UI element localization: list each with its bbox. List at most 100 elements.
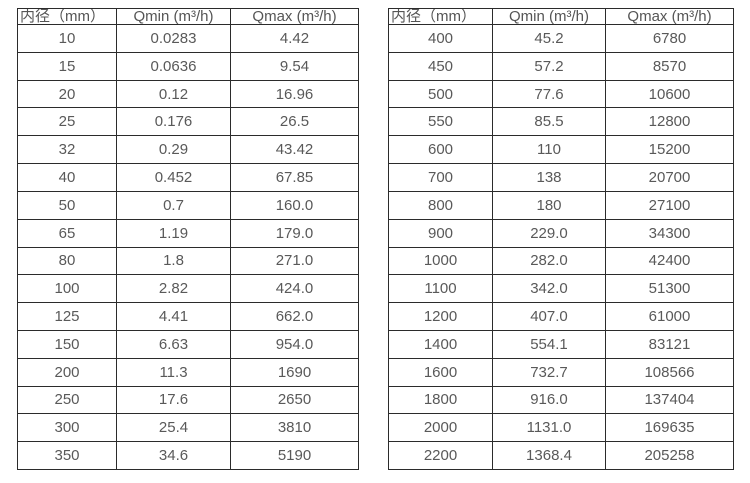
table-row: 350 34.6 5190: [17, 441, 359, 470]
table-row: 900 229.0 34300: [388, 218, 734, 248]
table-row: 1000 282.0 42400: [388, 246, 734, 276]
table-row: 40 0.452 67.85: [17, 163, 359, 192]
cell: 43.42: [230, 135, 359, 165]
table-row: 1200 407.0 61000: [388, 302, 734, 331]
cell: 2000: [388, 413, 493, 443]
table-row: 10 0.0283 4.42: [17, 24, 359, 53]
cell: 20: [17, 79, 117, 109]
cell: 4.41: [116, 302, 231, 331]
cell: 954.0: [230, 329, 359, 359]
header-cell-0: 内径（mm）: [388, 8, 493, 25]
cell: 500: [388, 79, 493, 109]
table-row: 65 1.19 179.0: [17, 218, 359, 248]
header-row: 内径（mm） Qmin (m³/h) Qmax (m³/h): [17, 8, 359, 25]
cell: 1131.0: [492, 413, 606, 443]
table-row: 400 45.2 6780: [388, 24, 734, 53]
header-cell-1: Qmin (m³/h): [492, 8, 606, 25]
table-row: 200 11.3 1690: [17, 357, 359, 387]
cell: 160.0: [230, 190, 359, 220]
cell: 137404: [605, 385, 734, 415]
cell: 732.7: [492, 357, 606, 387]
cell: 2650: [230, 385, 359, 415]
cell: 80: [17, 246, 117, 276]
cell: 67.85: [230, 163, 359, 192]
table-row: 1100 342.0 51300: [388, 274, 734, 304]
cell: 400: [388, 24, 493, 53]
table-row: 600 110 15200: [388, 135, 734, 165]
cell: 271.0: [230, 246, 359, 276]
table-row: 300 25.4 3810: [17, 413, 359, 443]
cell: 15200: [605, 135, 734, 165]
header-row: 内径（mm） Qmin (m³/h) Qmax (m³/h): [388, 8, 734, 25]
cell: 1600: [388, 357, 493, 387]
table-row: 32 0.29 43.42: [17, 135, 359, 165]
cell: 110: [492, 135, 606, 165]
header-cell-1: Qmin (m³/h): [116, 8, 231, 25]
cell: 3810: [230, 413, 359, 443]
cell: 554.1: [492, 329, 606, 359]
table-row: 50 0.7 160.0: [17, 190, 359, 220]
cell: 65: [17, 218, 117, 248]
cell: 16.96: [230, 79, 359, 109]
cell: 1000: [388, 246, 493, 276]
cell: 20700: [605, 163, 734, 192]
cell: 40: [17, 163, 117, 192]
cell: 138: [492, 163, 606, 192]
cell: 2200: [388, 441, 493, 470]
cell: 6780: [605, 24, 734, 53]
cell: 51300: [605, 274, 734, 304]
cell: 0.0283: [116, 24, 231, 53]
cell: 108566: [605, 357, 734, 387]
cell: 17.6: [116, 385, 231, 415]
table-row: 150 6.63 954.0: [17, 329, 359, 359]
cell: 6.63: [116, 329, 231, 359]
cell: 12800: [605, 107, 734, 137]
cell: 407.0: [492, 302, 606, 331]
table-row: 1600 732.7 108566: [388, 357, 734, 387]
table-row: 1800 916.0 137404: [388, 385, 734, 415]
cell: 180: [492, 190, 606, 220]
cell: 8570: [605, 51, 734, 81]
cell: 0.12: [116, 79, 231, 109]
cell: 550: [388, 107, 493, 137]
cell: 150: [17, 329, 117, 359]
cell: 5190: [230, 441, 359, 470]
cell: 250: [17, 385, 117, 415]
cell: 450: [388, 51, 493, 81]
flow-spec-table-small-diameters: 内径（mm） Qmin (m³/h) Qmax (m³/h) 10 0.0283 4.42…: [17, 8, 359, 470]
cell: 1368.4: [492, 441, 606, 470]
table-row: 450 57.2 8570: [388, 51, 734, 81]
cell: 350: [17, 441, 117, 470]
cell: 61000: [605, 302, 734, 331]
header-cell-2: Qmax (m³/h): [230, 8, 359, 25]
cell: 25.4: [116, 413, 231, 443]
cell: 10: [17, 24, 117, 53]
cell: 9.54: [230, 51, 359, 81]
cell: 27100: [605, 190, 734, 220]
cell: 1100: [388, 274, 493, 304]
cell: 125: [17, 302, 117, 331]
cell: 1690: [230, 357, 359, 387]
cell: 662.0: [230, 302, 359, 331]
cell: 424.0: [230, 274, 359, 304]
table-row: 250 17.6 2650: [17, 385, 359, 415]
cell: 42400: [605, 246, 734, 276]
cell: 179.0: [230, 218, 359, 248]
cell: 26.5: [230, 107, 359, 137]
cell: 34300: [605, 218, 734, 248]
cell: 4.42: [230, 24, 359, 53]
cell: 11.3: [116, 357, 231, 387]
cell: 200: [17, 357, 117, 387]
cell: 229.0: [492, 218, 606, 248]
table-row: 80 1.8 271.0: [17, 246, 359, 276]
table-row: 25 0.176 26.5: [17, 107, 359, 137]
cell: 0.7: [116, 190, 231, 220]
cell: 100: [17, 274, 117, 304]
cell: 282.0: [492, 246, 606, 276]
table-row: 700 138 20700: [388, 163, 734, 192]
cell: 1400: [388, 329, 493, 359]
cell: 342.0: [492, 274, 606, 304]
header-cell-0: 内径（mm）: [17, 8, 117, 25]
cell: 1800: [388, 385, 493, 415]
